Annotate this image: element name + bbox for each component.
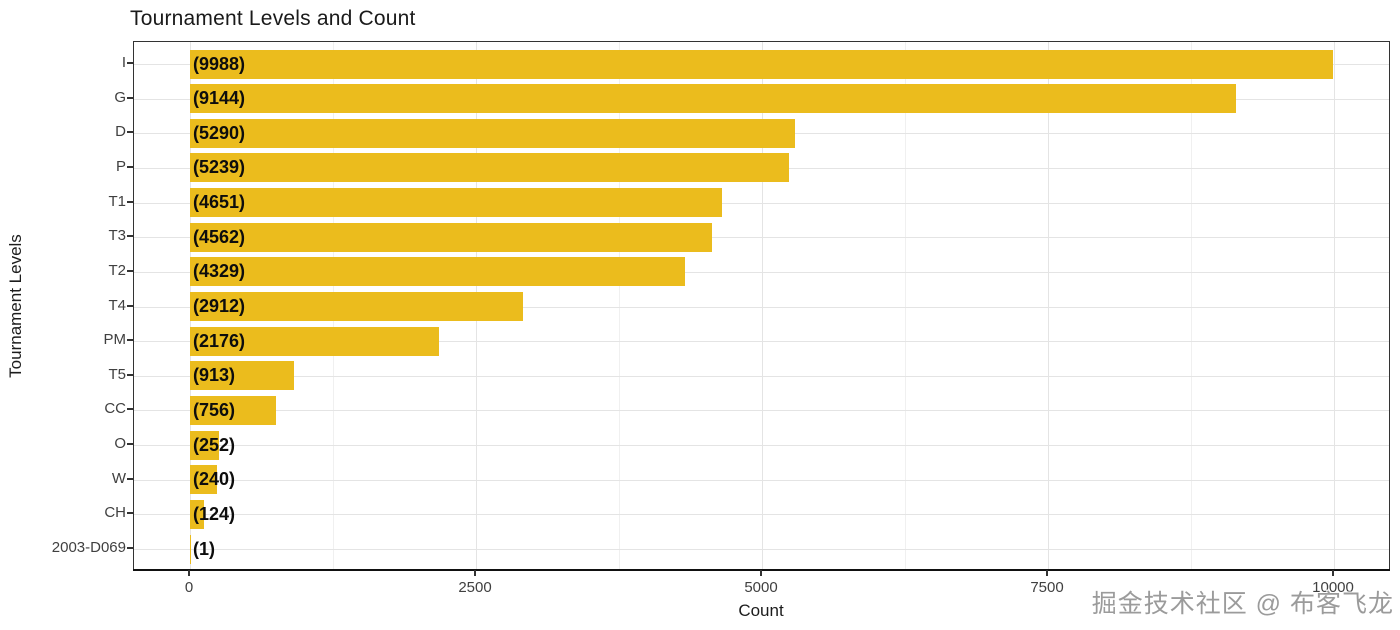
y-tick-label: PM xyxy=(103,331,127,349)
gridline-horizontal xyxy=(134,341,1389,343)
bar-value-label: (240) xyxy=(193,469,236,490)
bar-value-label: (5290) xyxy=(193,122,246,143)
plot-panel: (9988) (9144) (5290) (5239) (4651) (4562) (432… xyxy=(133,41,1390,570)
y-axis-tick xyxy=(127,165,133,168)
gridline-vertical-major xyxy=(1048,42,1049,569)
y-tick-label: T2 xyxy=(108,261,126,279)
gridline-vertical-minor xyxy=(619,42,620,569)
gridline-horizontal xyxy=(134,479,1389,481)
bar-value-label: (4651) xyxy=(193,192,246,213)
bar xyxy=(190,257,686,287)
gridline-horizontal xyxy=(134,410,1389,412)
bar xyxy=(190,361,295,391)
y-axis-tick xyxy=(127,477,133,480)
x-axis-tick xyxy=(1332,570,1334,576)
y-tick-label: I xyxy=(121,54,126,71)
x-tick-label: 10000 xyxy=(1312,579,1354,596)
bar xyxy=(190,118,796,148)
bar xyxy=(190,49,1333,79)
bar-value-label: (2912) xyxy=(193,296,246,316)
y-axis-tick xyxy=(127,235,133,238)
y-axis-tick xyxy=(127,200,133,203)
bar-value-label: (9144) xyxy=(193,88,246,109)
gridline-vertical-major xyxy=(1334,42,1335,569)
y-axis-tick xyxy=(127,131,133,134)
x-axis-tick xyxy=(1046,570,1048,576)
gridline-horizontal xyxy=(134,271,1389,273)
bar-value-label: (913) xyxy=(193,365,236,386)
y-axis-tick xyxy=(127,96,133,99)
y-tick-label: CH xyxy=(104,504,126,522)
x-axis-line xyxy=(133,568,1390,571)
bar-value-label: (756) xyxy=(193,399,236,420)
y-tick-label: G xyxy=(114,88,126,106)
y-axis-tick xyxy=(127,408,133,411)
bar xyxy=(190,465,218,495)
y-tick-label: O xyxy=(114,435,126,453)
x-axis-tick xyxy=(188,570,190,576)
bar xyxy=(190,153,790,183)
bar-value-label: (252) xyxy=(193,434,236,455)
bar-value-label: (9988) xyxy=(193,53,246,74)
y-axis-tick xyxy=(127,304,133,307)
bar-value-label: (4329) xyxy=(193,261,246,282)
y-axis-tick xyxy=(127,547,133,549)
bar xyxy=(190,499,205,529)
x-axis-tick xyxy=(760,570,762,576)
bar-value-label: (1) xyxy=(193,538,215,559)
y-axis-tick xyxy=(127,443,133,446)
gridline-horizontal xyxy=(134,445,1389,447)
y-axis-tick xyxy=(127,339,133,342)
bar xyxy=(190,534,191,564)
y-tick-label: T1 xyxy=(108,192,126,210)
y-tick-label: P xyxy=(115,157,126,175)
gridline-horizontal xyxy=(134,375,1389,377)
bar-value-label: (124) xyxy=(193,503,236,524)
bar xyxy=(190,292,524,321)
gridline-vertical-minor xyxy=(905,42,906,569)
y-tick-label: D xyxy=(115,123,126,141)
x-tick-label: 2500 xyxy=(458,579,492,596)
x-tick-label: 5000 xyxy=(744,579,778,596)
x-axis-tick xyxy=(474,570,476,576)
bar xyxy=(190,188,723,218)
gridline-horizontal xyxy=(134,514,1389,516)
x-tick-label: 7500 xyxy=(1030,579,1064,596)
bar xyxy=(190,222,712,252)
y-axis-tick xyxy=(127,269,133,272)
gridline-vertical-major xyxy=(762,42,763,569)
gridline-horizontal xyxy=(134,306,1389,308)
bar xyxy=(190,326,439,356)
chart-title: Tournament Levels and Count xyxy=(130,7,416,30)
bar-value-label: (5239) xyxy=(193,157,246,178)
bar xyxy=(190,84,1237,114)
y-tick-label: 2003-D069 xyxy=(51,539,126,556)
bar xyxy=(190,395,277,425)
y-tick-label: T4 xyxy=(108,296,126,314)
bar-value-label: (2176) xyxy=(193,330,246,351)
x-axis-title: Count xyxy=(738,601,784,620)
x-tick-label: 0 xyxy=(184,579,194,596)
y-tick-label: W xyxy=(111,469,126,487)
gridline-vertical-minor xyxy=(1191,42,1192,569)
gridline-horizontal xyxy=(134,237,1389,239)
y-tick-label: CC xyxy=(104,400,126,418)
y-tick-label: T5 xyxy=(108,365,126,383)
bar-value-label: (4562) xyxy=(193,226,246,247)
bar xyxy=(190,430,219,460)
y-axis-tick xyxy=(127,373,133,376)
gridline-horizontal xyxy=(134,202,1389,204)
gridline-horizontal xyxy=(134,549,1389,550)
watermark: 掘金技术社区 @ 布客飞龙 xyxy=(1091,590,1394,618)
y-axis-tick xyxy=(127,62,133,64)
y-tick-label: T3 xyxy=(108,227,126,245)
y-axis-tick xyxy=(127,512,133,515)
